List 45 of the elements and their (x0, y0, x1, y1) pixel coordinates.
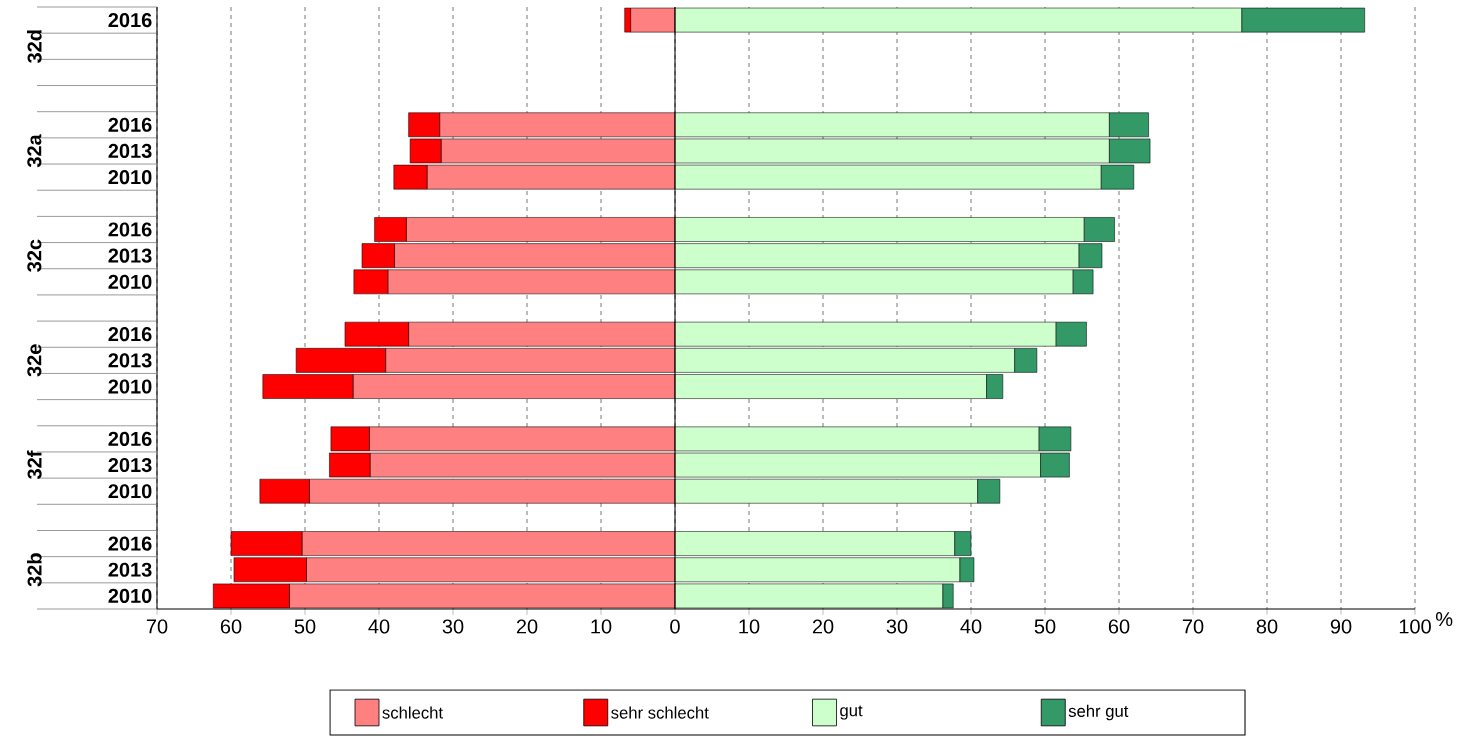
y-tick-label: 2010 (108, 274, 152, 289)
x-tick-label: 60 (1108, 619, 1130, 634)
y-tick-label: 2013 (108, 143, 152, 159)
x-tick-label: 70 (1182, 619, 1204, 634)
y-tick-label: 2013 (108, 248, 152, 263)
text: 32d (26, 30, 42, 64)
x-tick-label: 80 (1256, 619, 1278, 634)
y-tick-label: 2016 (108, 431, 152, 446)
y-tick-label: 2013 (108, 457, 152, 473)
y-tick-label: 2013 (108, 353, 152, 368)
x-tick-label: 60 (220, 619, 242, 634)
y-tick-label: 2010 (108, 379, 152, 394)
x-tick-label: 30 (886, 619, 908, 634)
x-tick-label: 10 (591, 619, 612, 634)
x-tick-label: 40 (960, 619, 982, 634)
y-tick-label: 2016 (108, 117, 152, 132)
legend-label: gut (840, 705, 863, 720)
y-tick-label: 2016 (108, 327, 152, 342)
x-tick-label: 90 (1330, 619, 1352, 634)
x-tick-label: 40 (368, 619, 390, 634)
y-tick-label: 2010 (108, 588, 152, 603)
text: 32a (27, 134, 42, 168)
text: 32f (26, 450, 42, 480)
y-tick-label: 2016 (108, 13, 152, 28)
y-tick-label: 2010 (108, 170, 152, 185)
legend-label: sehr gut (1068, 704, 1129, 721)
x-tick-label: 70 (146, 619, 168, 634)
legend-label: sehr schlecht (611, 706, 709, 719)
x-tick-label: 100 (1399, 619, 1431, 634)
x-tick-label: 50 (294, 619, 316, 634)
y-tick-label: 2016 (108, 536, 152, 551)
x-tick-label: 30 (442, 619, 464, 634)
legend-label: schlecht (382, 706, 443, 719)
x-axis-title: % (1435, 612, 1453, 627)
y-tick-label: 2013 (108, 562, 152, 577)
text: 32b (26, 553, 42, 587)
y-tick-label: 2010 (108, 484, 152, 499)
x-tick-label: 20 (812, 619, 834, 634)
y-tick-label: 2016 (108, 222, 152, 237)
x-tick-label: 20 (516, 619, 538, 634)
x-tick-label: 0 (670, 619, 680, 634)
x-tick-label: 10 (739, 619, 760, 634)
text: 32c (27, 239, 42, 272)
x-tick-label: 50 (1034, 619, 1056, 634)
text: 32e (27, 344, 42, 377)
